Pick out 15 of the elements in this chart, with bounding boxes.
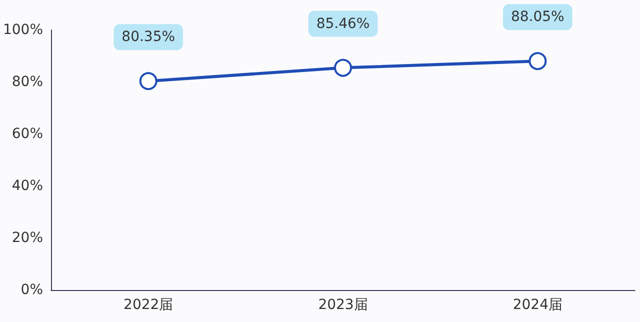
y-tick-label: 60%	[12, 126, 44, 142]
y-tick-label: 20%	[12, 230, 44, 246]
y-tick-label: 0%	[20, 282, 44, 298]
data-label: 88.05%	[510, 9, 564, 26]
x-tick-label: 2023届	[318, 297, 368, 313]
data-label: 85.46%	[316, 16, 370, 32]
y-tick-label: 100%	[2, 22, 44, 38]
y-tick-label: 80%	[12, 74, 44, 90]
point	[528, 52, 547, 70]
x-tick-label: 2024届	[512, 297, 562, 313]
point	[139, 72, 158, 90]
data-label: 80.35%	[122, 29, 176, 46]
point	[334, 58, 352, 77]
y-tick-label: 40%	[12, 178, 44, 194]
x-tick-label: 2022届	[124, 297, 174, 313]
